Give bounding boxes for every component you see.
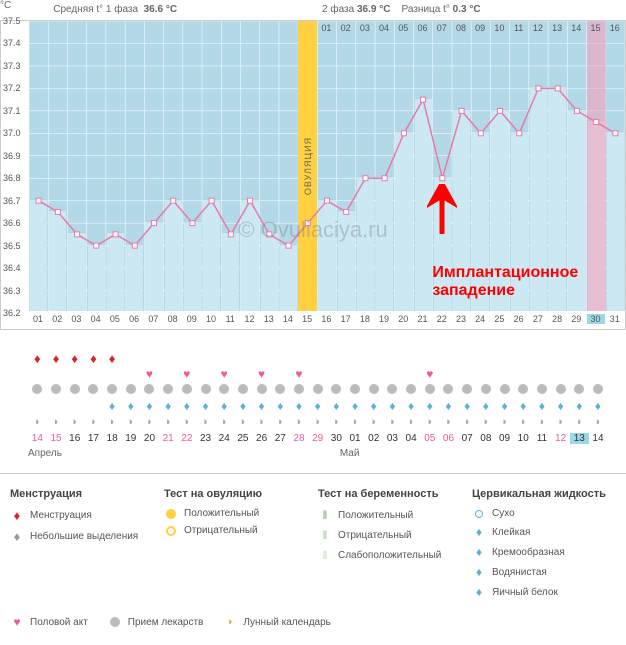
legend: Менструация♦Менструация♦Небольшие выделе… [0,488,626,615]
ovulation-label: ОВУЛЯЦИЯ [303,137,313,195]
bbt-chart: °С Средняя t° 1 фаза 36.6 °С 2 фаза 36.9… [0,0,626,350]
chart-header: °С Средняя t° 1 фаза 36.6 °С 2 фаза 36.9… [0,0,626,20]
month-row: Апрель Май [28,448,626,459]
month-1: Апрель [28,448,62,459]
annotation-text: Имплантационное западение [432,264,625,300]
x-axis: 0102030405060708091011121314151617181920… [29,311,625,329]
annotation-arrow [427,184,457,234]
data-strips: ♦♦♦♦♦♥♥♥♥♥♥♦♦♦♦♦♦♦♦♦♦♦♦♦♦♦♦♦♦♦♦♦♦♦♦♦♦♦◗◗… [0,350,626,446]
legend-row-2: ♥Половой актПрием лекарств◗Лунный календ… [0,615,626,645]
y-axis: 37.537.437.337.237.137.036.936.836.736.6… [1,21,29,329]
chart-area: 37.537.437.337.237.137.036.936.836.736.6… [0,20,626,330]
phase1-label: Средняя t° 1 фаза 36.6 °С [53,0,177,20]
ovulation-band: ОВУЛЯЦИЯ [298,21,317,311]
divider [0,473,626,474]
phase2-label: 2 фаза 36.9 °С Разница t° 0.3 °С [322,4,481,15]
phase2-day-labels: 01020304050607080910111213141516 [29,23,625,37]
month-2: Май [340,448,360,459]
